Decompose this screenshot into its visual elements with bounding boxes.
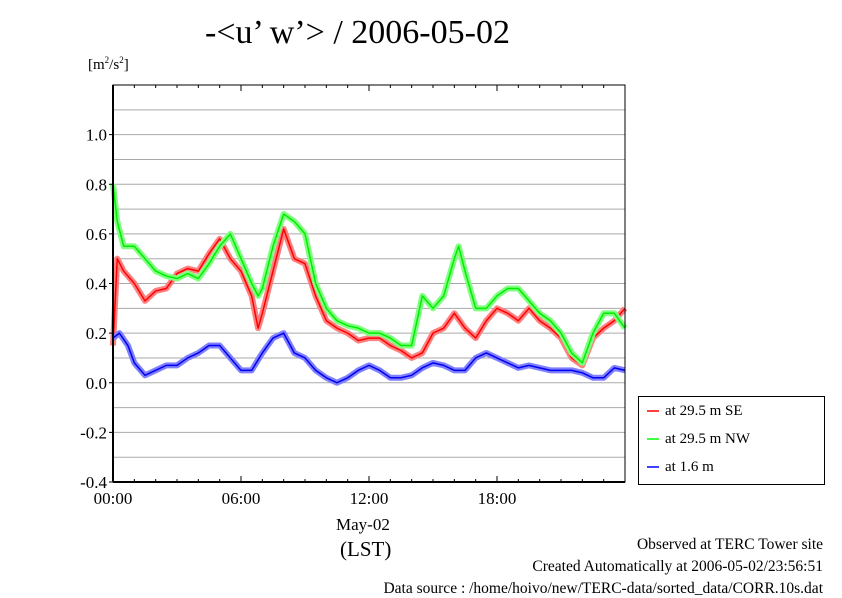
series-line-1	[112, 184, 626, 364]
series-line-0	[112, 228, 626, 367]
y-tick-label: 0.6	[86, 225, 107, 244]
x-tick-label: 12:00	[350, 489, 389, 508]
y-tick-label: 1.0	[86, 126, 107, 145]
legend-item-nw: at 29.5 m NW	[647, 429, 750, 449]
legend-label: at 29.5 m SE	[665, 402, 743, 419]
y-tick-label: 0.8	[86, 175, 107, 194]
legend-item-se: at 29.5 m SE	[647, 401, 743, 421]
y-tick-label: 0.2	[86, 324, 107, 343]
y-axis-unit: [m2/s2]	[88, 55, 129, 73]
series-band-1	[110, 183, 628, 366]
x-tick-label: 18:00	[478, 489, 517, 508]
legend-swatch	[647, 438, 659, 440]
x-tick-label: 06:00	[222, 489, 261, 508]
y-tick-label: 0.4	[86, 275, 108, 294]
x-date-label: May-02	[336, 515, 390, 534]
x-axis-label: (LST)	[340, 537, 392, 561]
series-band-0	[110, 225, 628, 369]
series-line-2	[112, 332, 626, 384]
legend-label: at 1.6 m	[665, 458, 714, 475]
legend: at 29.5 m SE at 29.5 m NW at 1.6 m	[638, 396, 825, 485]
chart-title: -<u’ w’> / 2006-05-02	[205, 14, 510, 51]
legend-item-low: at 1.6 m	[647, 457, 714, 477]
y-tick-label: -0.2	[80, 423, 107, 442]
legend-swatch	[647, 410, 659, 412]
y-tick-label: -0.4	[80, 473, 107, 492]
x-tick-label: 00:00	[94, 489, 133, 508]
legend-swatch	[647, 466, 659, 468]
footer-source: Data source : /home/hoivo/new/TERC-data/…	[383, 580, 823, 597]
y-tick-label: 0.0	[86, 374, 107, 393]
footer-created: Created Automatically at 2006-05-02/23:5…	[532, 558, 823, 575]
legend-label: at 29.5 m NW	[665, 430, 750, 447]
footer-site: Observed at TERC Tower site	[636, 536, 823, 553]
